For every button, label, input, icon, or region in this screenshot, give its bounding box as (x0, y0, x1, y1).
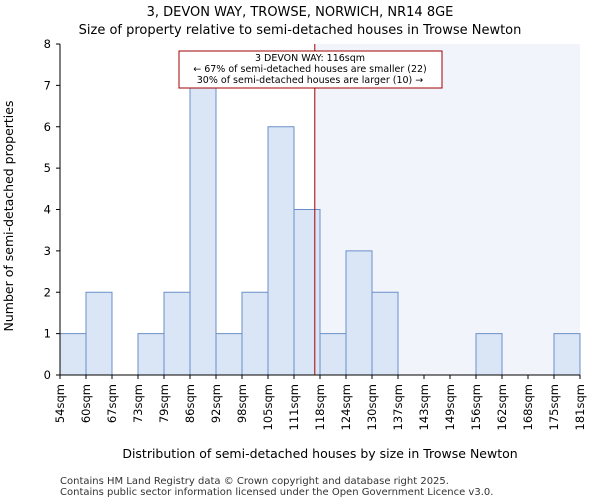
y-tick-label: 2 (44, 285, 51, 299)
y-tick-label: 6 (44, 120, 51, 134)
x-tick-label: 60sqm (79, 384, 93, 423)
x-tick-label: 130sqm (365, 384, 379, 430)
bar-124sqm (345, 250, 373, 376)
annotation-line-1: 3 DEVON WAY: 116sqm (255, 53, 365, 64)
chart-title: 3, DEVON WAY, TROWSE, NORWICH, NR14 8GE (147, 5, 454, 20)
bars-group (59, 84, 581, 376)
x-tick-label: 124sqm (339, 384, 353, 430)
bar-54sqm (59, 333, 87, 376)
bar-86sqm (189, 84, 217, 376)
y-tick-label: 7 (44, 78, 51, 92)
bar-79sqm (163, 291, 191, 376)
x-tick-label: 86sqm (183, 384, 197, 423)
annotation-box: 3 DEVON WAY: 116sqm ← 67% of semi-detach… (178, 50, 443, 89)
x-tick-label: 162sqm (495, 384, 509, 430)
x-tick-label: 67sqm (105, 384, 119, 423)
bar-98sqm (241, 291, 269, 376)
x-tick-label: 92sqm (209, 384, 223, 423)
footer-line-1: Contains HM Land Registry data © Crown c… (60, 476, 449, 487)
y-tick-label: 3 (44, 244, 51, 258)
bar-175sqm (553, 333, 581, 376)
bar-60sqm (85, 291, 113, 376)
bar-111sqm (293, 209, 321, 376)
x-tick-label: 105sqm (261, 384, 275, 430)
x-tick-label: 98sqm (235, 384, 249, 423)
annotation-line-2: ← 67% of semi-detached houses are smalle… (193, 64, 427, 75)
x-tick-label: 156sqm (469, 384, 483, 430)
bar-118sqm (319, 333, 347, 376)
x-tick-label: 111sqm (287, 384, 301, 430)
x-tick-label: 175sqm (547, 384, 561, 430)
y-tick-label: 5 (44, 161, 51, 175)
x-tick-label: 181sqm (573, 384, 587, 430)
axes-group: 0 1 2 3 4 5 6 7 8 54sqm 60sqm 67sqm 73sqm 79sqm 86sqm 9… (44, 37, 587, 430)
x-tick-label: 149sqm (443, 384, 457, 430)
y-tick-label: 8 (44, 37, 51, 51)
x-tick-label: 73sqm (131, 384, 145, 423)
y-tick-label: 0 (44, 368, 51, 382)
bar-73sqm (137, 333, 165, 376)
x-tick-label: 79sqm (157, 384, 171, 423)
bar-92sqm (215, 333, 243, 376)
y-tick-label: 4 (44, 203, 51, 217)
x-tick-label: 54sqm (53, 384, 67, 423)
y-axis-label: Number of semi-detached properties (1, 101, 16, 332)
y-tick-label: 1 (44, 327, 51, 341)
x-tick-label: 143sqm (417, 384, 431, 430)
x-tick-label: 137sqm (391, 384, 405, 430)
x-tick-label: 118sqm (313, 384, 327, 430)
x-axis-label: Distribution of semi-detached houses by … (122, 446, 517, 461)
bar-105sqm (267, 126, 295, 376)
bar-130sqm (371, 291, 399, 376)
chart-subtitle: Size of property relative to semi-detach… (79, 23, 522, 38)
footer-line-2: Contains public sector information licen… (60, 487, 493, 498)
bar-156sqm (475, 333, 503, 376)
annotation-line-3: 30% of semi-detached houses are larger (… (197, 75, 424, 86)
x-tick-label: 168sqm (521, 384, 535, 430)
